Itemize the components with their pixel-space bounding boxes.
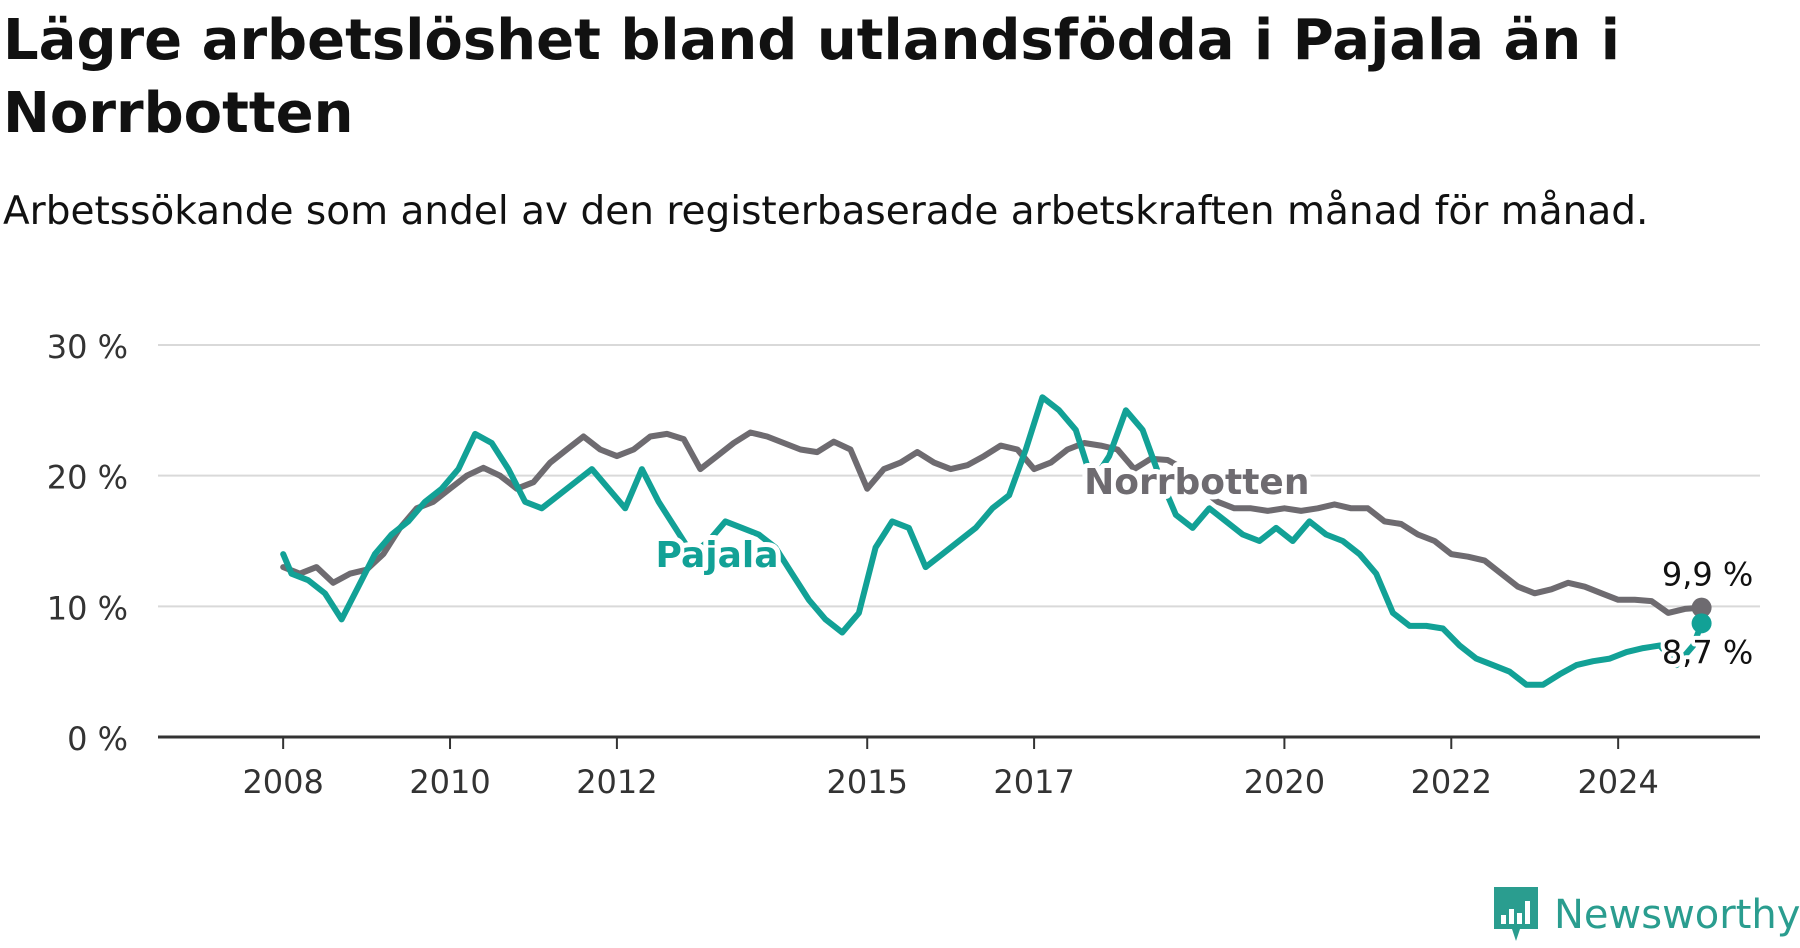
grid-lines [158, 344, 1760, 608]
end-value-label-norrbotten: 9,9 % [1662, 556, 1753, 594]
series-line-pajala [280, 394, 1705, 688]
series-labels: Norrbotten Pajala 9,9 % 8,7 % [651, 457, 1758, 675]
y-tick-label: 30 % [47, 328, 128, 366]
x-tick-label: 2022 [1411, 763, 1492, 801]
chart-title: Lägre arbetslöshet bland utlandsfödda i … [3, 8, 1620, 146]
axes: 0 % 10 % 20 % 30 % 2008 2010 2012 2015 2017 2020 2… [47, 328, 1760, 801]
end-point-pajala [1691, 613, 1712, 634]
newsworthy-logo-icon [1494, 887, 1538, 941]
x-tick-label: 2017 [993, 763, 1074, 801]
y-tick-label: 10 % [47, 589, 128, 627]
end-point-norrbotten [1691, 597, 1712, 618]
y-tick-label: 20 % [47, 459, 128, 497]
series-label-norrbotten: Norrbotten [1084, 462, 1309, 503]
x-tick-label: 2010 [409, 763, 490, 801]
series-lines [280, 394, 1712, 688]
x-tick-label: 2024 [1577, 763, 1658, 801]
series-line-norrbotten [280, 429, 1705, 616]
brand-name: Newsworthy [1554, 892, 1800, 938]
y-tick-label: 0 % [67, 720, 128, 758]
newsworthy-brand[interactable]: Newsworthy [1490, 882, 1800, 948]
x-tick-label: 2008 [242, 763, 323, 801]
end-value-label-pajala: 8,7 % [1662, 633, 1753, 671]
chart-subtitle: Arbetssökande som andel av den registerb… [3, 189, 1649, 234]
x-tick-label: 2015 [827, 763, 908, 801]
x-tick-label: 2012 [576, 763, 657, 801]
x-tick-label: 2020 [1244, 763, 1325, 801]
series-label-pajala: Pajala [656, 535, 779, 576]
